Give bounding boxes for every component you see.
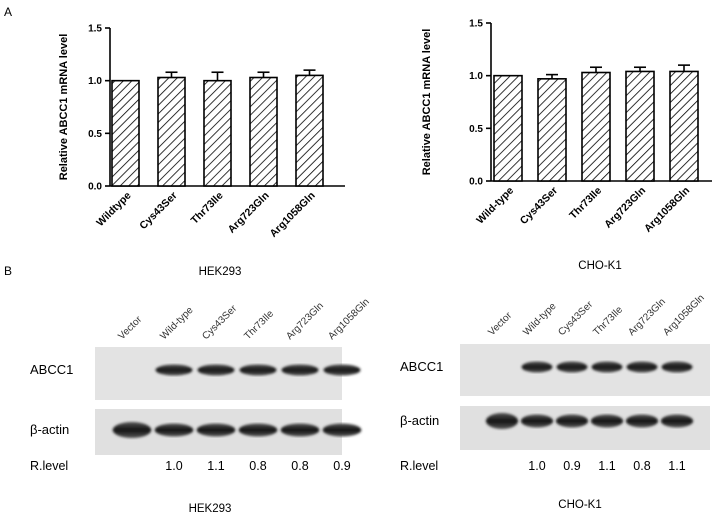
rlevel-value: 0.9 [563, 459, 580, 473]
category-label: Wildtype [94, 190, 133, 229]
category-label: Arg1058Gln [642, 185, 692, 235]
chart-caption: HEK293 [199, 266, 242, 278]
rlevel-value: 1.0 [165, 459, 182, 473]
category-label: Cys43Ser [518, 185, 560, 227]
lane-label: Wild-type [521, 301, 559, 339]
rlevel-value: 1.1 [207, 459, 224, 473]
category-label: Thr73Ile [189, 190, 226, 227]
category-label: Arg723Gln [602, 185, 648, 231]
bar [295, 74, 324, 187]
y-tick-label: 0.5 [469, 124, 483, 135]
band-abcc1 [281, 364, 319, 376]
lane-label: Thr73Ile [591, 304, 625, 338]
band-abcc1 [556, 361, 588, 373]
category-label: Thr73Ile [567, 185, 604, 222]
band-abcc1 [239, 364, 277, 376]
band-actin [625, 414, 659, 428]
lane-label: Cys43Ser [556, 299, 595, 338]
y-tick-label: 0.5 [88, 129, 102, 140]
blot-caption: HEK293 [189, 503, 232, 515]
band-abcc1 [323, 364, 361, 376]
y-tick-label: 1.0 [88, 76, 102, 87]
bar [111, 79, 140, 187]
band-abcc1 [197, 364, 235, 376]
category-label: Arg1058Gln [267, 190, 317, 240]
rlevel-value: 0.8 [249, 459, 266, 473]
rlevel-value: 0.8 [633, 459, 650, 473]
band-actin [112, 422, 152, 438]
rlevel-value: 1.1 [668, 459, 685, 473]
category-label: Arg723Gln [226, 190, 272, 236]
bar [669, 70, 699, 182]
lane-label: Vector [116, 314, 144, 342]
bar [157, 76, 186, 187]
y-tick-label: 1.5 [88, 24, 102, 35]
bar [537, 78, 567, 182]
bar [249, 76, 278, 187]
y-tick-label: 1.5 [469, 19, 483, 30]
lane-label: Cys43Ser [200, 303, 239, 342]
panel-b-label: B [4, 264, 12, 278]
category-label: Wild-type [474, 185, 516, 227]
band-abcc1 [661, 361, 693, 373]
rlevel-value: 0.8 [291, 459, 308, 473]
blot-row-label: β-actin [30, 422, 69, 437]
lane-label: Arg1058Gln [661, 293, 707, 339]
band-abcc1 [591, 361, 623, 373]
band-actin [555, 414, 589, 428]
band-actin [154, 423, 194, 437]
band-actin [322, 423, 362, 437]
blot-row-label: ABCC1 [30, 362, 73, 377]
panel-a-label: A [4, 5, 12, 19]
bar [625, 70, 655, 182]
band-actin [196, 423, 236, 437]
band-actin [238, 423, 278, 437]
rlevel-label: R.level [30, 459, 68, 473]
blot-caption: CHO-K1 [558, 499, 601, 511]
rlevel-value: 0.9 [333, 459, 350, 473]
bar [203, 79, 232, 187]
blot-row-label: ABCC1 [400, 359, 443, 374]
bar [493, 74, 523, 182]
y-tick-label: 0.0 [88, 182, 102, 193]
y-tick-label: 1.0 [469, 71, 483, 82]
band-abcc1 [626, 361, 658, 373]
chart-caption: CHO-K1 [578, 260, 621, 272]
band-actin [520, 414, 554, 428]
lane-label: Thr73Ile [242, 308, 276, 342]
rlevel-value: 1.1 [598, 459, 615, 473]
blot-hek293: Vector Wild-type Cys43Ser Thr73Ile Arg723Gln… [30, 297, 372, 515]
band-abcc1 [155, 364, 193, 376]
band-abcc1 [521, 361, 553, 373]
band-actin [660, 414, 694, 428]
category-label: Cys43Ser [137, 190, 179, 232]
lane-label: Wild-type [158, 305, 196, 343]
y-tick-label: 0.0 [469, 177, 483, 188]
y-axis-label: Relative ABCC1 mRNA level [421, 29, 433, 176]
rlevel-label: R.level [400, 459, 438, 473]
lane-label: Arg723Gln [284, 301, 326, 343]
band-actin [590, 414, 624, 428]
lane-label: Vector [486, 310, 514, 338]
chart-cho-k1: 0.0 0.5 1.0 1.5 Relative ABCC1 mRNA level Wil… [421, 19, 712, 272]
rlevel-value: 1.0 [528, 459, 545, 473]
band-actin [280, 423, 320, 437]
band-actin [485, 413, 519, 429]
y-axis-label: Relative ABCC1 mRNA level [58, 34, 70, 181]
bar [581, 71, 611, 182]
lane-label: Arg1058Gln [326, 297, 372, 343]
blot-row-label: β-actin [400, 413, 439, 428]
chart-hek293: 0.0 0.5 1.0 1.5 Relative ABCC1 mRNA level Wil… [58, 24, 345, 278]
